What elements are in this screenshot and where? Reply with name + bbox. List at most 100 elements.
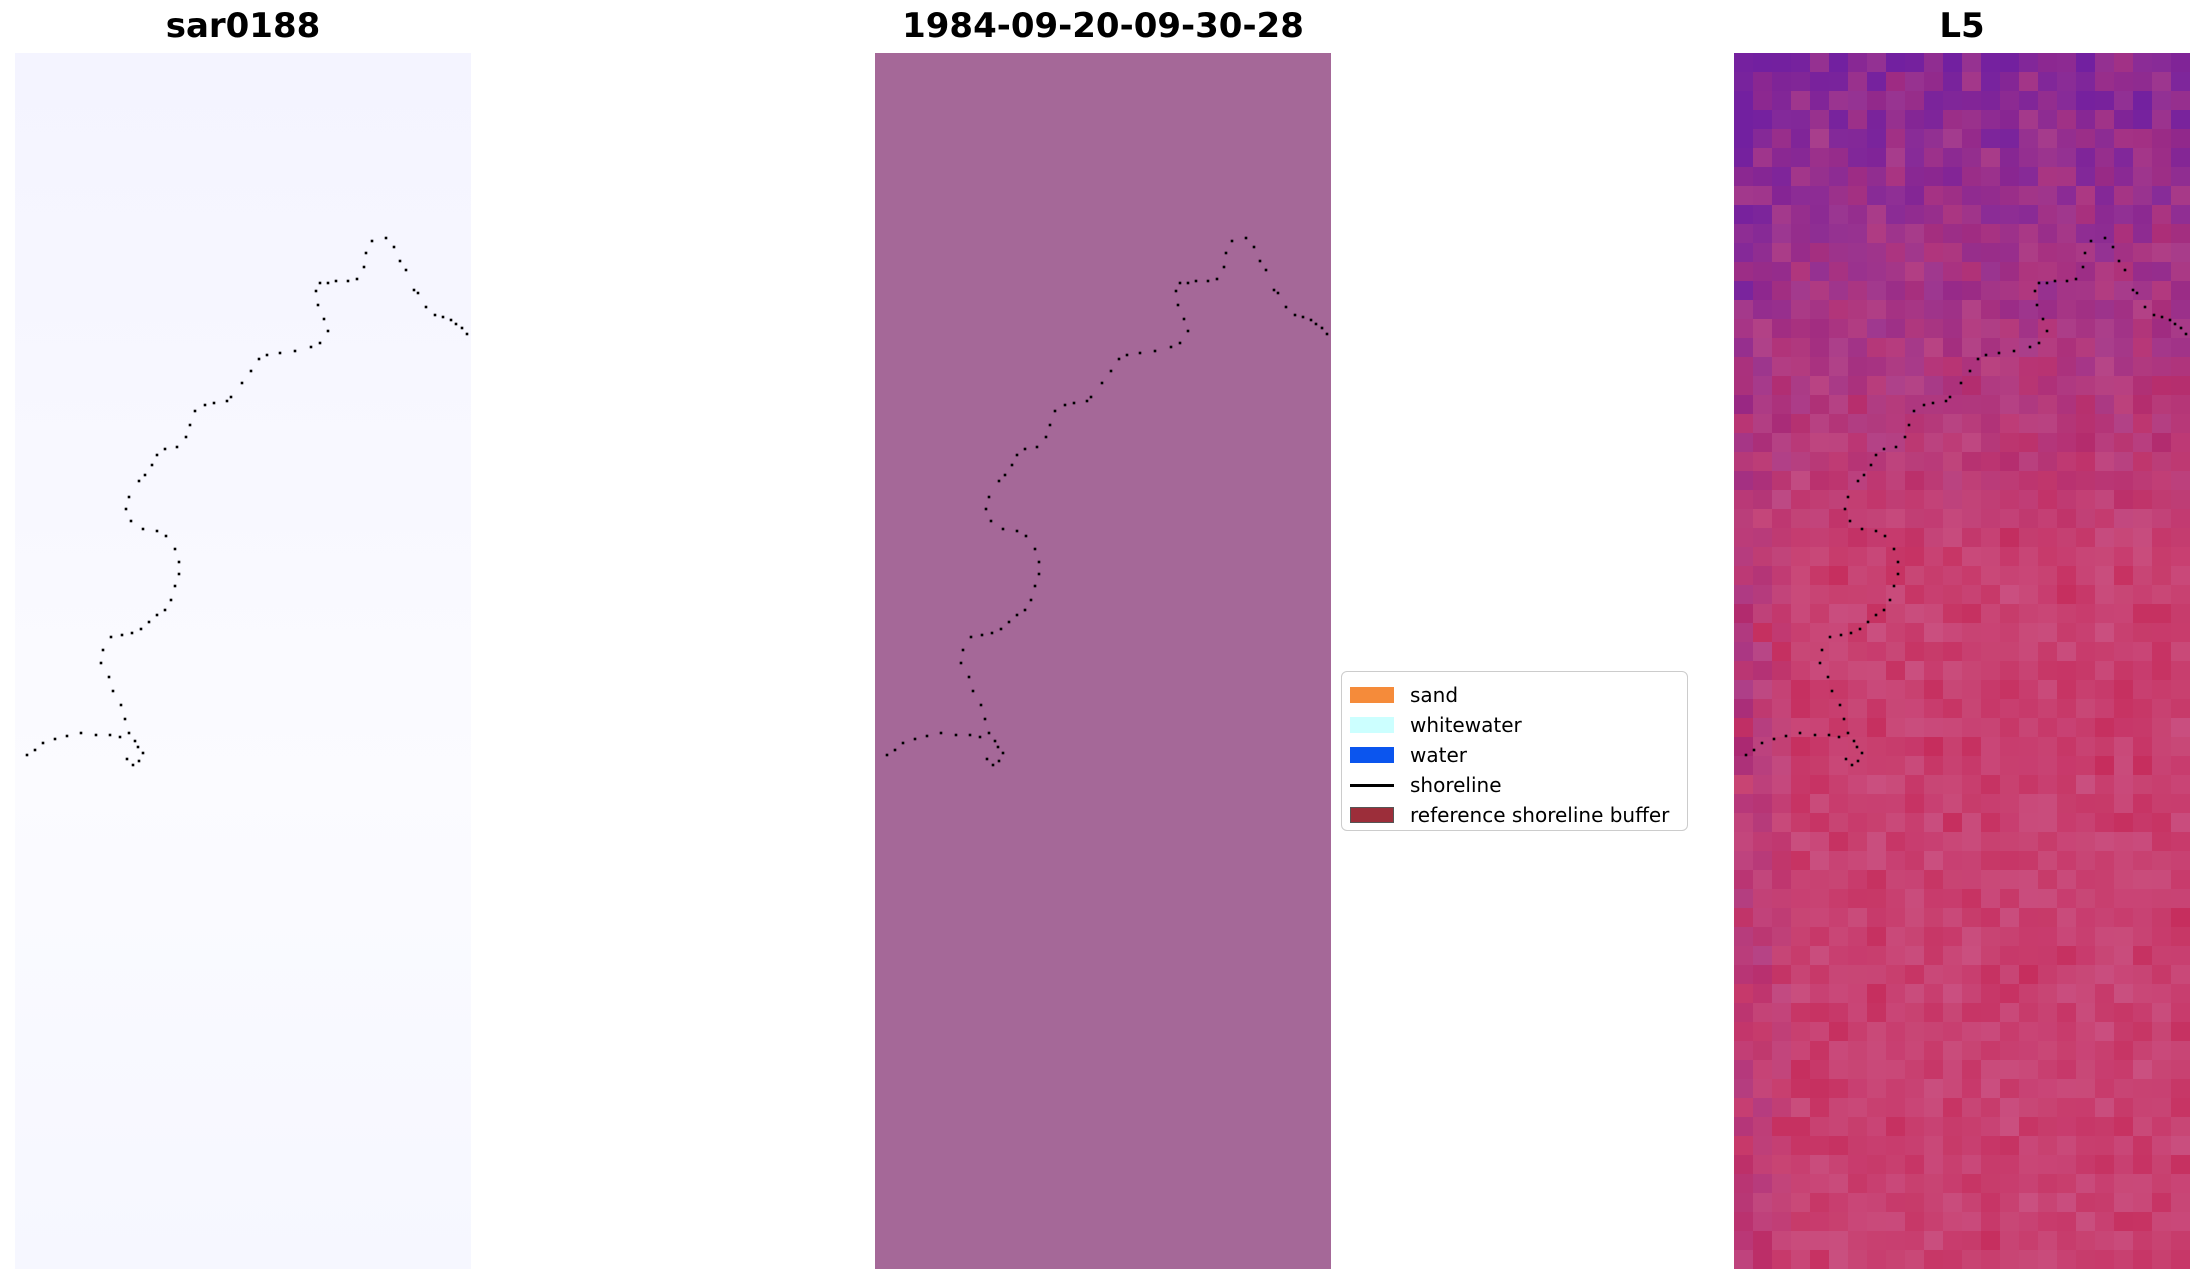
mosaic-pixel — [2057, 908, 2077, 928]
mosaic-pixel — [1886, 395, 1906, 415]
mosaic-pixel — [2076, 604, 2096, 624]
mosaic-pixel — [1867, 889, 1887, 909]
shoreline-point — [987, 495, 991, 499]
shoreline-point — [885, 753, 889, 757]
mosaic-pixel — [1886, 927, 1906, 947]
shoreline-point — [433, 313, 437, 317]
mosaic-pixel — [1810, 775, 1830, 795]
mosaic-pixel — [1943, 1155, 1963, 1175]
mosaic-pixel — [1791, 357, 1811, 377]
mosaic-pixel — [1867, 680, 1887, 700]
mosaic-pixel — [1810, 661, 1830, 681]
mosaic-pixel — [1829, 566, 1849, 586]
mosaic-pixel — [2057, 129, 2077, 149]
mosaic-pixel — [2133, 1003, 2153, 1023]
mosaic-pixel — [1810, 1060, 1830, 1080]
mosaic-pixel — [2019, 281, 2039, 301]
mosaic-pixel — [1962, 889, 1982, 909]
mosaic-pixel — [2076, 490, 2096, 510]
mosaic-pixel — [2114, 566, 2134, 586]
mosaic-pixel — [2152, 1212, 2172, 1232]
mosaic-pixel — [1905, 91, 1925, 111]
shoreline-point — [1858, 627, 1862, 631]
mosaic-pixel — [1886, 661, 1906, 681]
mosaic-pixel — [1848, 908, 1868, 928]
mosaic-pixel — [2114, 984, 2134, 1004]
shoreline-point — [2168, 318, 2172, 322]
mosaic-pixel — [2171, 870, 2190, 890]
mosaic-pixel — [2000, 1155, 2020, 1175]
mosaic-pixel — [1867, 1098, 1887, 1118]
mosaic-pixel — [2095, 110, 2115, 130]
shoreline-point — [1230, 239, 1234, 243]
mosaic-pixel — [2133, 737, 2153, 757]
mosaic-pixel — [1810, 91, 1830, 111]
pixel-mosaic — [1734, 53, 2190, 1269]
mosaic-pixel — [2171, 376, 2190, 396]
mosaic-pixel — [1791, 946, 1811, 966]
mosaic-pixel — [2171, 243, 2190, 263]
shoreline-point — [1258, 259, 1262, 263]
mosaic-pixel — [2057, 1003, 2077, 1023]
mosaic-pixel — [1753, 984, 1773, 1004]
mosaic-pixel — [1867, 1022, 1887, 1042]
mosaic-pixel — [1962, 509, 1982, 529]
mosaic-pixel — [2000, 186, 2020, 206]
mosaic-pixel — [2133, 585, 2153, 605]
mosaic-pixel — [1772, 528, 1792, 548]
mosaic-pixel — [1772, 927, 1792, 947]
mosaic-pixel — [2076, 452, 2096, 472]
shoreline-point — [987, 731, 991, 735]
mosaic-pixel — [1791, 718, 1811, 738]
mosaic-pixel — [2019, 433, 2039, 453]
mosaic-pixel — [2095, 509, 2115, 529]
mosaic-pixel — [1905, 718, 1925, 738]
shoreline-point — [1085, 399, 1089, 403]
shoreline-point — [412, 288, 416, 292]
rgb-image-panel — [15, 53, 471, 1269]
mosaic-pixel — [1943, 1079, 1963, 1099]
mosaic-pixel — [1829, 376, 1849, 396]
mosaic-pixel — [1753, 680, 1773, 700]
mosaic-pixel — [1791, 870, 1811, 890]
mosaic-pixel — [1810, 262, 1830, 282]
mosaic-pixel — [1962, 1003, 1982, 1023]
mosaic-pixel — [1753, 1041, 1773, 1061]
mosaic-pixel — [1753, 623, 1773, 643]
mosaic-pixel — [1848, 148, 1868, 168]
mosaic-pixel — [2095, 1155, 2115, 1175]
mosaic-pixel — [1924, 566, 1944, 586]
mosaic-pixel — [1886, 205, 1906, 225]
mosaic-pixel — [1905, 1174, 1925, 1194]
legend-label: whitewater — [1410, 713, 1522, 737]
mosaic-pixel — [2152, 338, 2172, 358]
mosaic-pixel — [1753, 1155, 1773, 1175]
mosaic-pixel — [1886, 1060, 1906, 1080]
mosaic-pixel — [2076, 72, 2096, 92]
mosaic-pixel — [2038, 642, 2058, 662]
shoreline-point — [139, 627, 143, 631]
mosaic-pixel — [2057, 395, 2077, 415]
mosaic-pixel — [2133, 547, 2153, 567]
mosaic-pixel — [1810, 1212, 1830, 1232]
mosaic-pixel — [1981, 528, 2001, 548]
legend-item-shoreline: shoreline — [1350, 770, 1502, 800]
mosaic-pixel — [1848, 927, 1868, 947]
mosaic-pixel — [1772, 946, 1792, 966]
mosaic-pixel — [2133, 870, 2153, 890]
mosaic-pixel — [2000, 718, 2020, 738]
mosaic-pixel — [2076, 756, 2096, 776]
shoreline-point — [449, 318, 453, 322]
mosaic-pixel — [2057, 490, 2077, 510]
mosaic-pixel — [1810, 984, 1830, 1004]
mosaic-pixel — [1943, 1098, 1963, 1118]
mosaic-pixel — [2076, 376, 2096, 396]
mosaic-pixel — [2038, 1193, 2058, 1213]
mosaic-pixel — [2038, 813, 2058, 833]
mosaic-pixel — [2057, 1155, 2077, 1175]
mosaic-pixel — [1962, 661, 1982, 681]
mosaic-pixel — [1772, 737, 1792, 757]
mosaic-pixel — [1962, 566, 1982, 586]
mosaic-pixel — [2114, 1231, 2134, 1251]
mosaic-pixel — [1943, 927, 1963, 947]
